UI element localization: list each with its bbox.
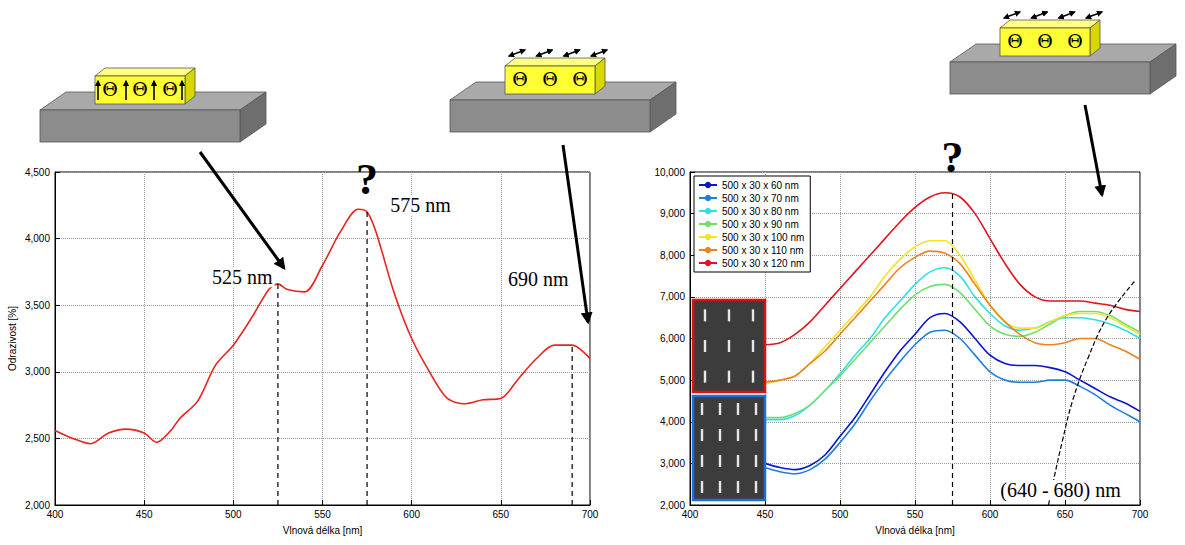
svg-text:Vlnová délka [nm]: Vlnová délka [nm] (875, 525, 955, 536)
svg-text:Odrazivost [%]: Odrazivost [%] (7, 306, 18, 371)
svg-text:3,500: 3,500 (25, 300, 50, 311)
svg-text:9,000: 9,000 (660, 208, 685, 219)
svg-text:Θ: Θ (1067, 30, 1083, 52)
svg-text:700: 700 (582, 509, 599, 520)
svg-text:650: 650 (492, 509, 509, 520)
svg-text:500 x 30 x 90 nm: 500 x 30 x 90 nm (722, 219, 799, 230)
svg-text:Θ: Θ (102, 78, 118, 100)
svg-text:10,000: 10,000 (654, 167, 685, 178)
svg-text:500 x 30 x 60 nm: 500 x 30 x 60 nm (722, 180, 799, 191)
svg-text:7,000: 7,000 (660, 291, 685, 302)
svg-text:600: 600 (403, 509, 420, 520)
svg-text:Θ: Θ (132, 78, 148, 100)
svg-text:5,000: 5,000 (660, 375, 685, 386)
svg-text:500 x 30 x 110 nm: 500 x 30 x 110 nm (722, 245, 804, 256)
svg-text:(640 - 680) nm: (640 - 680) nm (1000, 479, 1121, 502)
svg-text:500 x 30 x 100 nm: 500 x 30 x 100 nm (722, 232, 804, 243)
svg-text:2,000: 2,000 (660, 499, 685, 511)
svg-text:Θ: Θ (1007, 30, 1023, 52)
svg-text:4,500: 4,500 (25, 167, 50, 178)
svg-text:500: 500 (225, 509, 242, 520)
svg-text:500: 500 (832, 509, 849, 520)
svg-text:550: 550 (314, 509, 331, 520)
svg-text:4,000: 4,000 (25, 233, 50, 244)
svg-text:500 x 30 x 80 nm: 500 x 30 x 80 nm (722, 206, 799, 217)
svg-text:Θ: Θ (1037, 30, 1053, 52)
svg-text:600: 600 (982, 509, 999, 520)
svg-text:500 x 30 x 70 nm: 500 x 30 x 70 nm (722, 193, 799, 204)
svg-text:450: 450 (757, 509, 774, 520)
svg-text:2,000: 2,000 (25, 499, 50, 511)
svg-text:4,000: 4,000 (660, 416, 685, 427)
svg-text:8,000: 8,000 (660, 250, 685, 261)
svg-text:?: ? (942, 133, 964, 182)
svg-text:3,000: 3,000 (25, 366, 50, 377)
svg-text:700: 700 (1132, 509, 1149, 520)
svg-text:690 nm: 690 nm (508, 268, 569, 290)
svg-text:6,000: 6,000 (660, 333, 685, 344)
svg-text:550: 550 (907, 509, 924, 520)
svg-text:2,500: 2,500 (25, 433, 50, 444)
svg-text:Θ: Θ (162, 78, 178, 100)
svg-text:Vlnová délka [nm]: Vlnová délka [nm] (283, 525, 363, 536)
svg-text:500 x 30 x 120 nm: 500 x 30 x 120 nm (722, 258, 804, 269)
svg-text:?: ? (356, 155, 378, 204)
svg-text:Θ: Θ (512, 68, 528, 90)
svg-text:Θ: Θ (572, 68, 588, 90)
svg-text:525 nm: 525 nm (212, 266, 273, 288)
svg-text:3,000: 3,000 (660, 458, 685, 469)
svg-text:575 nm: 575 nm (390, 194, 451, 216)
svg-text:450: 450 (136, 509, 153, 520)
svg-text:650: 650 (1057, 509, 1074, 520)
svg-text:400: 400 (47, 509, 64, 520)
svg-text:Θ: Θ (542, 68, 558, 90)
svg-text:400: 400 (682, 509, 699, 520)
